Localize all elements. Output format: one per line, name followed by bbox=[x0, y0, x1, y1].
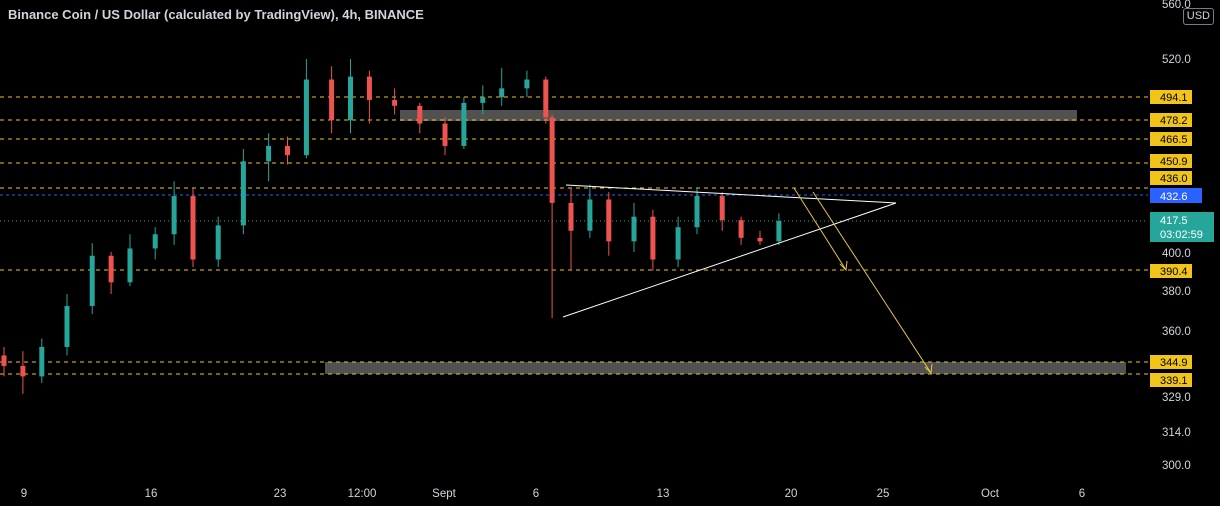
level-labels: 494.1 478.2 466.5 450.9 436.0 432.6 417.… bbox=[1150, 90, 1214, 387]
long-arrow-head bbox=[924, 363, 933, 375]
triangle-lower-line bbox=[562, 202, 897, 318]
candle-body bbox=[549, 117, 555, 203]
candle-body bbox=[127, 248, 133, 283]
time-tick: 13 bbox=[657, 488, 670, 500]
time-tick: 20 bbox=[785, 488, 798, 500]
candle-body bbox=[329, 79, 335, 121]
short-arrow-head bbox=[839, 260, 848, 272]
time-tick: 12:00 bbox=[348, 488, 377, 500]
time-tick: 16 bbox=[145, 488, 158, 500]
long-projection-arrow bbox=[812, 191, 932, 374]
level-label-466: 466.5 bbox=[1160, 134, 1188, 146]
candle-body bbox=[285, 145, 290, 156]
price-tick: 300.0 bbox=[1162, 460, 1191, 472]
level-label-436: 436.0 bbox=[1160, 173, 1188, 185]
candle-body bbox=[366, 76, 372, 101]
candle-body bbox=[524, 79, 530, 89]
candle-body bbox=[392, 100, 398, 106]
candle-body bbox=[675, 227, 681, 260]
price-tick: 520.0 bbox=[1162, 54, 1191, 66]
candle-body bbox=[171, 196, 177, 235]
candle-body bbox=[108, 255, 114, 283]
level-label-339: 339.1 bbox=[1160, 375, 1188, 387]
candle-body bbox=[738, 220, 744, 238]
chart-title: Binance Coin / US Dollar (calculated by … bbox=[8, 7, 424, 22]
candle-body bbox=[64, 306, 70, 347]
price-tick: 314.0 bbox=[1162, 427, 1191, 439]
level-label-344: 344.9 bbox=[1160, 357, 1188, 369]
time-tick: 9 bbox=[21, 488, 27, 500]
time-tick: 25 bbox=[877, 488, 890, 500]
triangle-upper-line bbox=[565, 184, 897, 204]
candle-body bbox=[461, 102, 467, 146]
candle-body bbox=[776, 221, 782, 242]
candle-body bbox=[348, 76, 353, 121]
candle-body bbox=[152, 234, 158, 249]
candle-body bbox=[89, 255, 95, 306]
candle-body bbox=[631, 216, 637, 242]
candle-body bbox=[587, 199, 593, 231]
triangle-pattern bbox=[562, 184, 897, 318]
candle-body bbox=[240, 161, 246, 226]
projection-arrows bbox=[793, 187, 933, 375]
candle-body bbox=[266, 145, 272, 162]
candle-body bbox=[694, 196, 700, 228]
level-label-494: 494.1 bbox=[1160, 92, 1188, 104]
level-label-450: 450.9 bbox=[1160, 156, 1188, 168]
candle-body bbox=[190, 196, 196, 260]
candle-body bbox=[417, 105, 423, 124]
candle-body bbox=[650, 216, 656, 260]
last-price-label: 417.5 bbox=[1160, 215, 1188, 227]
candlestick-series bbox=[1, 59, 782, 394]
price-tick: 560.0 bbox=[1162, 0, 1191, 11]
candle-body bbox=[568, 202, 574, 231]
current-price-label: 432.6 bbox=[1160, 191, 1188, 203]
support-zone bbox=[325, 362, 1126, 374]
candle-body bbox=[719, 196, 725, 221]
price-tick: 360.0 bbox=[1162, 326, 1191, 338]
short-projection-arrow bbox=[793, 187, 847, 271]
candle-body bbox=[480, 97, 486, 103]
price-axis[interactable]: 560.0 520.0 400.0 380.0 360.0 329.0 314.… bbox=[1162, 0, 1191, 472]
time-tick: 6 bbox=[533, 488, 539, 500]
level-label-390: 390.4 bbox=[1160, 266, 1188, 278]
candle-body bbox=[442, 123, 448, 146]
candle-body bbox=[1, 355, 7, 366]
candle-body bbox=[757, 237, 763, 242]
candle-body bbox=[499, 88, 505, 98]
price-tick: 329.0 bbox=[1162, 392, 1191, 404]
candle-body bbox=[39, 346, 45, 377]
horizontal-levels bbox=[0, 96, 1148, 375]
time-tick: 6 bbox=[1079, 488, 1085, 500]
time-tick: Oct bbox=[981, 488, 1000, 500]
candle-body bbox=[543, 79, 549, 118]
level-label-478: 478.2 bbox=[1160, 115, 1188, 127]
time-tick: 23 bbox=[274, 488, 287, 500]
price-tick: 380.0 bbox=[1162, 286, 1191, 298]
price-tick: 400.0 bbox=[1162, 248, 1191, 260]
time-axis[interactable]: 9 16 23 12:00 Sept 6 13 20 25 Oct 6 bbox=[21, 488, 1085, 500]
resistance-zone bbox=[400, 110, 1077, 121]
currency-badge[interactable]: USD bbox=[1182, 8, 1214, 25]
time-tick: Sept bbox=[432, 488, 456, 500]
candle-body bbox=[606, 199, 612, 242]
countdown-label: 03:02:59 bbox=[1160, 229, 1203, 241]
candle-body bbox=[20, 365, 26, 377]
candle-body bbox=[215, 225, 221, 260]
candle-body bbox=[303, 79, 309, 156]
